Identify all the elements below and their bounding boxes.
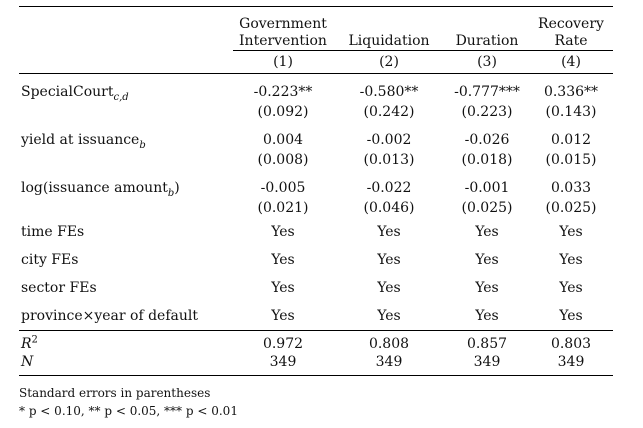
fe-cell: Yes (475, 280, 499, 296)
coef-cell: -0.777*** (454, 84, 520, 100)
row-label: N (21, 354, 34, 370)
table-row: time FEs Yes Yes Yes Yes (19, 218, 613, 246)
notes-line-2: * p < 0.10, ** p < 0.05, *** p < 0.01 (19, 404, 238, 418)
notes-line-1: Standard errors in parentheses (19, 386, 211, 400)
table-row: city FEs Yes Yes Yes Yes (19, 246, 613, 274)
row-label: time FEs (21, 224, 85, 240)
se-cell: (0.021) (257, 200, 309, 216)
coef-cell: 0.033 (550, 180, 592, 196)
table-row: province×year of default Yes Yes Yes Yes (19, 302, 613, 331)
col2-header-line1 (333, 7, 445, 33)
fe-cell: Yes (377, 224, 401, 240)
table-row: SpecialCourtc,d -0.223** -0.580** -0.777… (19, 82, 613, 102)
col3-header-line2: Duration (455, 33, 519, 49)
coef-cell: -0.580** (359, 84, 419, 100)
row-label: log(issuance amountb) (21, 180, 180, 199)
row-label: SpecialCourtc,d (21, 84, 129, 103)
fe-cell: Yes (559, 224, 583, 240)
header-row-2: Intervention Liquidation Duration Rate (19, 33, 613, 51)
row-label: province×year of default (21, 308, 198, 324)
header-row-1: Government Recovery (19, 7, 613, 33)
fe-cell: Yes (559, 280, 583, 296)
fe-cell: Yes (377, 280, 401, 296)
table-row: yield at issuanceb 0.004 -0.002 -0.026 0… (19, 130, 613, 150)
fe-cell: Yes (475, 224, 499, 240)
table-row: N 349 349 349 349 (19, 353, 613, 371)
table-row: log(issuance amountb) -0.005 -0.022 -0.0… (19, 178, 613, 198)
stat-cell: 0.972 (262, 336, 304, 352)
se-cell: (0.242) (363, 104, 415, 120)
se-cell: (0.025) (461, 200, 513, 216)
table-row: sector FEs Yes Yes Yes Yes (19, 274, 613, 302)
se-cell: (0.143) (545, 104, 597, 120)
coef-cell: -0.022 (366, 180, 412, 196)
col1-header-line1: Government (239, 16, 327, 32)
se-cell: (0.015) (545, 152, 597, 168)
table-notes: Standard errors in parentheses * p < 0.1… (19, 384, 238, 420)
se-cell: (0.092) (257, 104, 309, 120)
col2-header-line2: Liquidation (348, 33, 430, 49)
stat-cell: 349 (557, 354, 585, 370)
row-label: yield at issuanceb (21, 132, 146, 151)
se-cell: (0.046) (363, 200, 415, 216)
col4-number: (4) (529, 50, 613, 74)
col1-header-line2: Intervention (239, 33, 327, 49)
coef-cell: -0.002 (366, 132, 412, 148)
stat-cell: 0.857 (466, 336, 508, 352)
fe-cell: Yes (271, 280, 295, 296)
row-label: R2 (21, 334, 38, 352)
coef-cell: -0.005 (260, 180, 306, 196)
stat-cell: 0.808 (368, 336, 410, 352)
row-label: city FEs (21, 252, 79, 268)
coef-cell: 0.012 (550, 132, 592, 148)
stat-cell: 349 (473, 354, 501, 370)
fe-cell: Yes (271, 308, 295, 324)
coef-cell: 0.336** (543, 84, 599, 100)
col4-header-line2: Rate (554, 33, 588, 49)
row-label: sector FEs (21, 280, 97, 296)
table-row: (0.021) (0.046) (0.025) (0.025) (19, 198, 613, 218)
col2-number: (2) (333, 50, 445, 74)
stat-cell: 349 (269, 354, 297, 370)
se-cell: (0.223) (461, 104, 513, 120)
se-cell: (0.008) (257, 152, 309, 168)
coef-cell: 0.004 (262, 132, 304, 148)
regression-table: Government Recovery Intervention Liquida… (19, 6, 613, 376)
fe-cell: Yes (475, 252, 499, 268)
fe-cell: Yes (559, 252, 583, 268)
col4-header-line1: Recovery (538, 16, 604, 32)
column-number-row: (1) (2) (3) (4) (19, 50, 613, 74)
se-cell: (0.025) (545, 200, 597, 216)
fe-cell: Yes (271, 224, 295, 240)
se-cell: (0.013) (363, 152, 415, 168)
coef-cell: -0.026 (464, 132, 510, 148)
col3-header-line1 (445, 7, 529, 33)
col3-number: (3) (445, 50, 529, 74)
table-row: (0.008) (0.013) (0.018) (0.015) (19, 150, 613, 170)
fe-cell: Yes (559, 308, 583, 324)
fe-cell: Yes (271, 252, 295, 268)
stat-cell: 349 (375, 354, 403, 370)
fe-cell: Yes (377, 252, 401, 268)
fe-cell: Yes (377, 308, 401, 324)
coef-cell: -0.001 (464, 180, 510, 196)
se-cell: (0.018) (461, 152, 513, 168)
stat-cell: 0.803 (550, 336, 592, 352)
table-row: (0.092) (0.242) (0.223) (0.143) (19, 102, 613, 122)
col1-number: (1) (233, 50, 333, 74)
fe-cell: Yes (475, 308, 499, 324)
table-row: R2 0.972 0.808 0.857 0.803 (19, 335, 613, 353)
coef-cell: -0.223** (253, 84, 313, 100)
